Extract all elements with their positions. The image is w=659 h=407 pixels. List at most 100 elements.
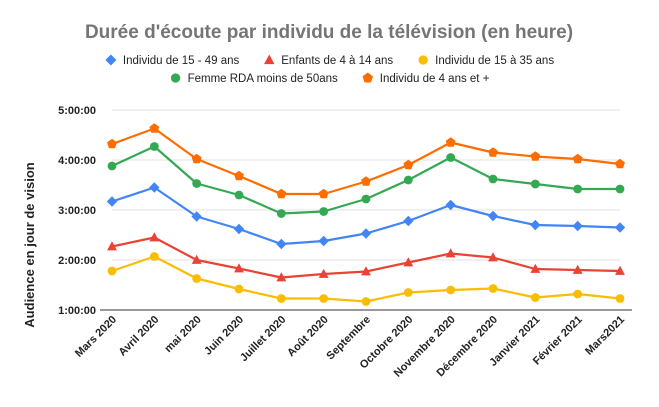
- series-individu-de-4-ans-et: [107, 123, 625, 199]
- data-point: [234, 284, 244, 294]
- x-tick-label: Mars 2020: [73, 314, 119, 360]
- data-point: [233, 223, 245, 235]
- data-point: [403, 288, 413, 297]
- data-point: [488, 252, 498, 262]
- data-point: [361, 176, 371, 186]
- legend-label: Femme RDA moins de 50ans: [188, 73, 338, 85]
- data-point: [149, 232, 160, 242]
- data-point: [403, 257, 414, 267]
- data-point: [276, 294, 286, 303]
- series-individu-de-15-49-ans: [106, 182, 626, 250]
- data-point: [361, 266, 371, 276]
- data-point: [530, 263, 541, 273]
- y-tick-label: 1:00:00: [58, 305, 96, 317]
- legend-label: Individu de 4 ans et +: [380, 73, 490, 85]
- legend-marker: [105, 54, 117, 66]
- legend-item: Enfants de 4 à 14 ans: [264, 54, 393, 67]
- data-point: [276, 238, 287, 250]
- data-point: [318, 188, 329, 199]
- legend-item: Femme RDA moins de 50ans: [170, 73, 338, 85]
- data-point: [614, 222, 626, 233]
- data-point: [318, 235, 329, 247]
- data-point: [276, 272, 287, 282]
- x-tick-label: mai 2020: [162, 314, 203, 355]
- data-point: [445, 199, 456, 211]
- series-individu-de-15-a-35-ans: [107, 252, 625, 306]
- data-point: [403, 159, 414, 170]
- data-point: [615, 158, 625, 169]
- x-tick-label: Juillet 2020: [238, 314, 288, 364]
- data-point: [276, 188, 287, 199]
- data-point: [192, 274, 202, 283]
- legend-label: Enfants de 4 à 14 ans: [281, 55, 393, 67]
- data-point: [149, 142, 159, 151]
- x-tick-label: Mars2021: [583, 314, 627, 358]
- data-point: [488, 284, 498, 293]
- y-tick-label: 4:00:00: [58, 155, 96, 167]
- data-point: [191, 211, 202, 222]
- legend-label: Individu de 15 à 35 ans: [435, 55, 554, 67]
- y-tick-label: 5:00:00: [58, 105, 96, 117]
- x-tick-label: Août 2020: [285, 314, 331, 360]
- legend-item: Individu de 4 ans et +: [362, 72, 490, 85]
- data-point: [572, 220, 583, 232]
- data-point: [149, 123, 160, 133]
- legend-marker: [264, 54, 275, 65]
- data-point: [615, 184, 625, 194]
- data-point: [234, 190, 244, 200]
- legend-marker: [362, 72, 373, 83]
- y-axis-ticks: 1:00:00 2:00:00 3:00:00 4:00:00 5:00:00: [58, 105, 96, 317]
- data-point: [403, 215, 414, 227]
- data-point: [234, 263, 244, 273]
- data-point: [149, 182, 160, 193]
- data-point: [487, 210, 499, 222]
- data-point: [192, 179, 202, 188]
- legend-label: Individu de 15 - 49 ans: [123, 55, 240, 67]
- data-point: [107, 161, 117, 171]
- series-group: [106, 123, 626, 306]
- data-point: [319, 207, 329, 216]
- data-point: [319, 294, 329, 303]
- data-point: [234, 170, 244, 181]
- data-point: [572, 264, 583, 274]
- data-point: [573, 289, 583, 299]
- x-tick-label: Avril 2020: [116, 314, 161, 359]
- y-tick-label: 3:00:00: [58, 205, 96, 217]
- data-point: [445, 248, 456, 258]
- data-point: [572, 153, 583, 164]
- data-point: [106, 196, 118, 207]
- data-point: [107, 138, 117, 149]
- y-axis-label: Audience en jour de vision: [22, 162, 37, 327]
- data-point: [530, 219, 541, 231]
- data-point: [615, 294, 625, 303]
- data-point: [360, 228, 372, 239]
- data-point: [446, 153, 456, 162]
- chart-title: Durée d'écoute par individu de la télévi…: [85, 22, 573, 43]
- x-tick-label: Juin 2020: [202, 314, 246, 358]
- data-point: [615, 265, 625, 275]
- data-point: [361, 297, 371, 306]
- legend-marker: [418, 55, 428, 65]
- data-point: [149, 252, 159, 261]
- data-point: [276, 209, 286, 218]
- data-point: [361, 194, 371, 204]
- series-femme-rda-moins-de-50ans: [107, 142, 625, 218]
- data-point: [530, 293, 540, 302]
- series-enfants-de-4-a-14-ans: [107, 232, 625, 282]
- data-point: [488, 147, 498, 157]
- data-point: [446, 285, 456, 295]
- legend-marker: [170, 73, 181, 83]
- data-point: [318, 268, 329, 278]
- data-point: [403, 175, 413, 185]
- data-point: [573, 184, 583, 194]
- series-line: [111, 255, 621, 303]
- data-point: [191, 254, 202, 264]
- data-point: [191, 153, 202, 164]
- data-point: [107, 266, 117, 276]
- legend-item: Individu de 15 à 35 ans: [418, 55, 554, 67]
- legend-item: Individu de 15 - 49 ans: [105, 54, 240, 67]
- data-point: [488, 174, 498, 184]
- data-point: [107, 241, 117, 251]
- data-point: [530, 179, 540, 189]
